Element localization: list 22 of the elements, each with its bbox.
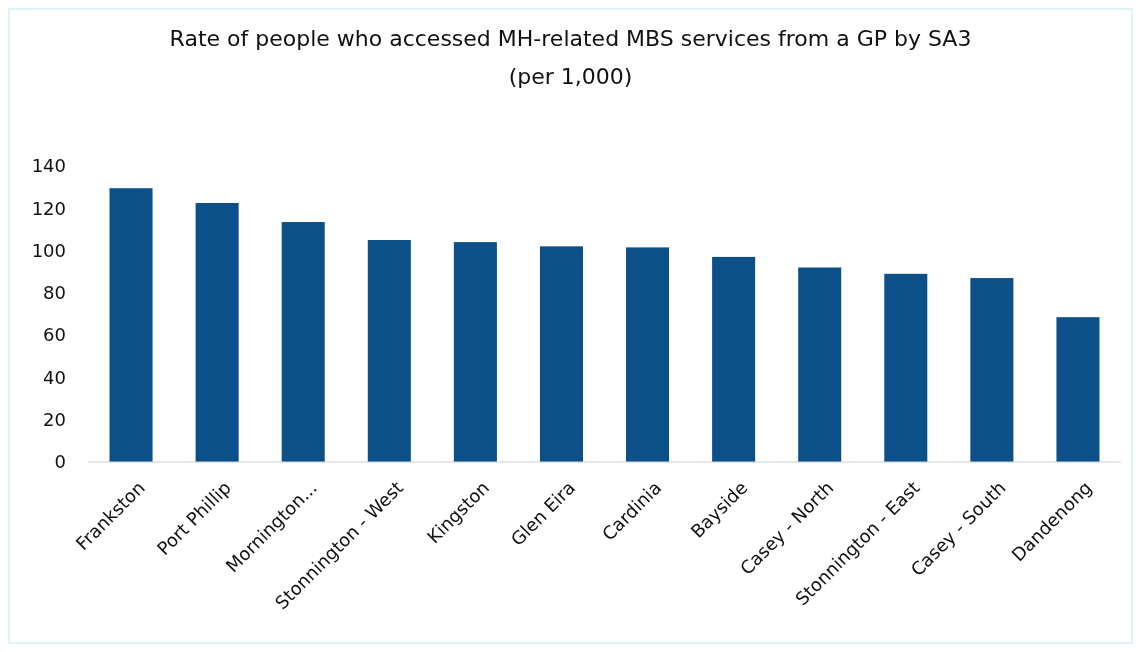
bar xyxy=(367,240,411,462)
bar xyxy=(453,242,497,462)
bar xyxy=(884,273,928,462)
y-tick-label: 80 xyxy=(43,282,66,304)
bar xyxy=(109,188,153,462)
chart-title: Rate of people who accessed MH-related MBS services from a GP by SA3 xyxy=(169,26,972,51)
y-tick-label: 120 xyxy=(31,197,66,219)
bar xyxy=(798,267,842,462)
bar xyxy=(195,203,239,462)
bar xyxy=(539,246,583,462)
y-tick-label: 20 xyxy=(43,409,66,431)
bar xyxy=(970,278,1014,462)
y-tick-label: 0 xyxy=(54,451,66,473)
bar xyxy=(626,247,670,462)
bar xyxy=(712,256,756,462)
y-tick-label: 140 xyxy=(31,155,66,177)
bar xyxy=(281,222,325,462)
y-tick-label: 60 xyxy=(43,324,66,346)
chart-subtitle: (per 1,000) xyxy=(508,64,633,89)
y-tick-label: 40 xyxy=(43,366,66,388)
bar xyxy=(1056,317,1100,462)
y-tick-label: 100 xyxy=(31,239,66,261)
